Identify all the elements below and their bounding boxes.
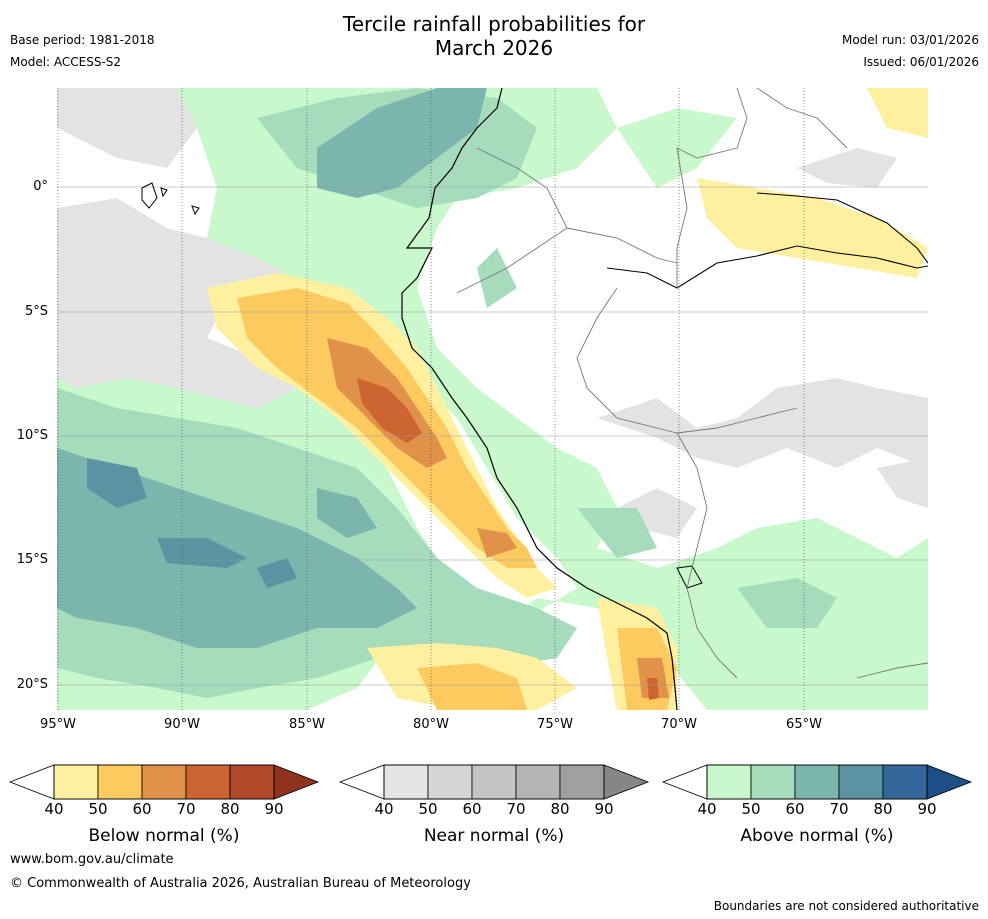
title-line-2: March 2026 xyxy=(434,36,554,60)
legend-near-tick: 50 xyxy=(418,800,438,818)
legend-near-tick: 70 xyxy=(506,800,526,818)
legend-near-high-arrow xyxy=(603,764,650,800)
legend-below-swatch-3 xyxy=(185,764,231,800)
legend-below-normal xyxy=(8,762,320,832)
legend-below-tick: 60 xyxy=(132,800,152,818)
legend-above-swatch-3 xyxy=(838,764,884,800)
legend-above-swatch-0 xyxy=(706,764,752,800)
lat-label-10s: 10°S xyxy=(16,428,48,443)
legend-below-swatch-0 xyxy=(53,764,99,800)
legend-above-swatch-1 xyxy=(750,764,796,800)
coastline xyxy=(401,88,678,710)
amazon-river xyxy=(606,245,928,289)
legend-below-swatch-4 xyxy=(229,764,275,800)
legend-above-normal xyxy=(661,762,973,832)
legend-near-swatch-4 xyxy=(559,764,605,800)
model-run: Model run: 03/01/2026 xyxy=(841,33,979,47)
legend-near-swatch-1 xyxy=(427,764,473,800)
lat-label-20s: 20°S xyxy=(16,677,48,692)
legend-below-swatch-1 xyxy=(97,764,143,800)
legend-above-tick: 70 xyxy=(829,800,849,818)
country-borders xyxy=(456,88,928,679)
lon-label-70w: 70°W xyxy=(661,717,697,732)
legend-near-tick: 60 xyxy=(462,800,482,818)
legend-near-tick: 40 xyxy=(374,800,394,818)
lon-label-85w: 85°W xyxy=(289,717,325,732)
legend-above-swatch-2 xyxy=(794,764,840,800)
legend-near-normal xyxy=(338,762,650,832)
meta-left: Base period: 1981-2018 Model: ACCESS-S2 xyxy=(10,29,155,73)
disclaimer-text: Boundaries are not considered authoritat… xyxy=(713,899,979,913)
lon-label-80w: 80°W xyxy=(413,717,449,732)
legend-below-tick: 50 xyxy=(88,800,108,818)
issued-date: Issued: 06/01/2026 xyxy=(863,55,979,69)
lat-label-15s: 15°S xyxy=(16,552,48,567)
legend-below-high-arrow xyxy=(273,764,320,800)
latitude-gridlines xyxy=(57,186,928,686)
legend-above-high-arrow xyxy=(926,764,973,800)
river-north xyxy=(756,192,928,264)
legend-below-tick: 80 xyxy=(220,800,240,818)
meta-right: Model run: 03/01/2026 Issued: 06/01/2026 xyxy=(842,29,979,73)
legend-above-bar xyxy=(661,764,973,800)
lake-titicaca xyxy=(676,565,703,589)
model-name: Model: ACCESS-S2 xyxy=(10,55,122,69)
below-normal-areas-70 xyxy=(357,378,659,700)
legend-near-swatch-0 xyxy=(383,764,429,800)
legend-near-caption: Near normal (%) xyxy=(423,826,565,846)
copyright-text: © Commonwealth of Australia 2026, Austra… xyxy=(10,876,471,891)
legend-above-tick: 80 xyxy=(873,800,893,818)
legend-above-low-arrow xyxy=(661,764,708,800)
lon-label-75w: 75°W xyxy=(537,717,573,732)
title-line-1: Tercile rainfall probabilities for xyxy=(342,12,646,36)
legend-above-tick: 90 xyxy=(917,800,937,818)
above-normal-areas-70 xyxy=(87,458,297,588)
legend-near-tick: 90 xyxy=(594,800,614,818)
legend-below-low-arrow xyxy=(8,764,55,800)
base-period: Base period: 1981-2018 xyxy=(10,33,155,47)
lat-label-0: 0° xyxy=(33,179,48,194)
legend-above-tick: 50 xyxy=(741,800,761,818)
map-canvas xyxy=(57,88,928,710)
legend-near-bar xyxy=(338,764,650,800)
website-link[interactable]: www.bom.gov.au/climate xyxy=(10,852,174,867)
probability-map xyxy=(57,88,928,710)
lon-label-95w: 95°W xyxy=(40,717,76,732)
lat-label-5s: 5°S xyxy=(24,304,48,319)
legend-near-swatch-3 xyxy=(515,764,561,800)
legend-below-bar xyxy=(8,764,320,800)
galapagos-islands xyxy=(141,182,200,216)
legend-below-tick: 90 xyxy=(264,800,284,818)
legend-above-tick: 60 xyxy=(785,800,805,818)
map-title: Tercile rainfall probabilities for March… xyxy=(0,12,988,60)
legend-below-tick: 40 xyxy=(44,800,64,818)
legend-above-swatch-4 xyxy=(882,764,928,800)
lon-label-90w: 90°W xyxy=(164,717,200,732)
legend-above-caption: Above normal (%) xyxy=(740,826,894,846)
legend-above-tick: 40 xyxy=(697,800,717,818)
lon-label-65w: 65°W xyxy=(786,717,822,732)
legend-below-tick: 70 xyxy=(176,800,196,818)
legend-near-swatch-2 xyxy=(471,764,517,800)
legend-near-tick: 80 xyxy=(550,800,570,818)
legend-below-caption: Below normal (%) xyxy=(88,826,240,846)
legend-below-swatch-2 xyxy=(141,764,187,800)
legend-near-low-arrow xyxy=(338,764,385,800)
